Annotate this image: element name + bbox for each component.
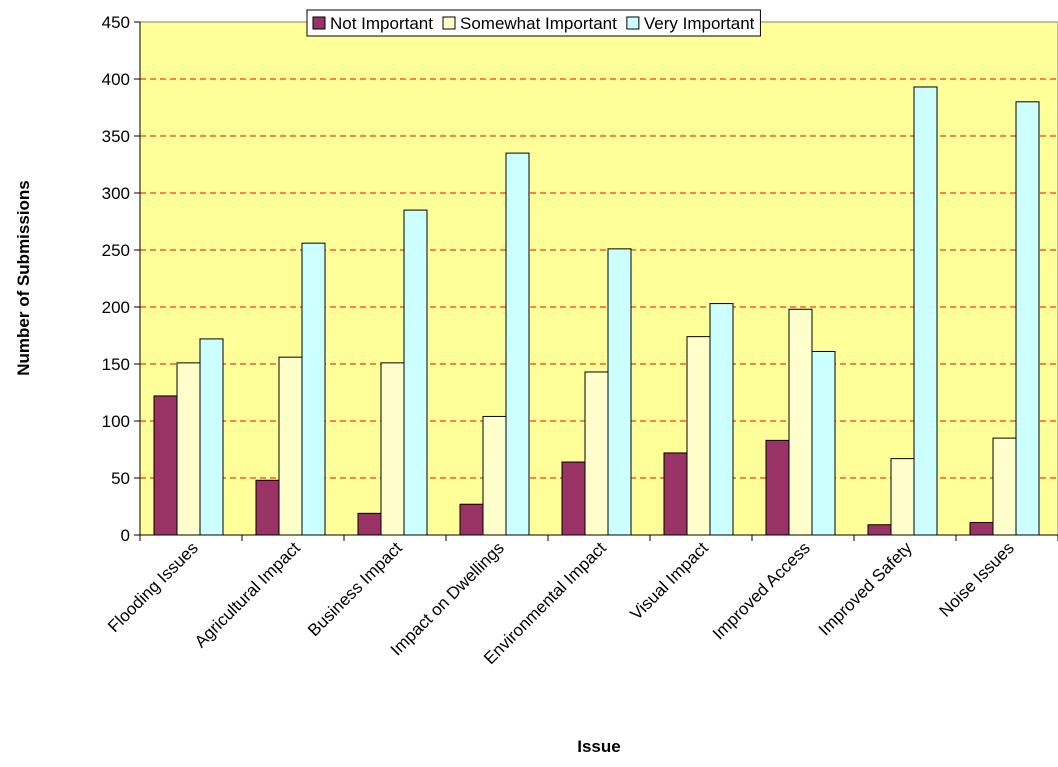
x-tick-label: Improved Access <box>709 538 814 643</box>
bar-somewhat-important <box>176 362 201 536</box>
bar-somewhat-important <box>278 356 303 536</box>
bar-very-important <box>199 338 224 536</box>
y-tick-label: 0 <box>121 526 130 545</box>
bar-somewhat-important <box>788 308 813 536</box>
x-tick-label: Business Impact <box>304 538 406 640</box>
bar-not-important <box>357 512 382 536</box>
bar-not-important <box>153 395 178 536</box>
bar-not-important <box>459 503 484 536</box>
x-tick-label: Improved Safety <box>815 538 916 639</box>
legend-swatch <box>442 16 456 30</box>
legend-label: Not Important <box>330 14 433 33</box>
bar-not-important <box>561 461 586 536</box>
y-tick-label: 200 <box>102 298 130 317</box>
bar-very-important <box>403 209 428 536</box>
x-axis-title: Issue <box>577 737 620 756</box>
y-tick-label: 100 <box>102 412 130 431</box>
y-tick-label: 350 <box>102 127 130 146</box>
bar-somewhat-important <box>890 458 915 536</box>
legend-label: Somewhat Important <box>460 14 617 33</box>
bar-not-important <box>255 479 280 536</box>
y-axis-title: Number of Submissions <box>14 180 33 376</box>
legend-swatch <box>626 16 640 30</box>
x-tick-label: Impact on Dwellings <box>387 538 508 659</box>
bar-somewhat-important <box>992 437 1017 536</box>
bar-very-important <box>709 303 734 536</box>
bar-very-important <box>607 248 632 536</box>
y-tick-label: 450 <box>102 13 130 32</box>
x-tick-label: Flooding Issues <box>104 538 202 636</box>
bar-very-important <box>913 86 938 536</box>
bar-somewhat-important <box>482 415 507 536</box>
bar-somewhat-important <box>686 336 711 536</box>
bar-very-important <box>1015 101 1040 536</box>
bar-not-important <box>663 452 688 536</box>
legend-label: Very Important <box>644 14 755 33</box>
bar-not-important <box>867 524 892 536</box>
y-tick-label: 400 <box>102 70 130 89</box>
y-tick-label: 300 <box>102 184 130 203</box>
x-tick-label: Visual Impact <box>626 538 712 624</box>
y-tick-label: 50 <box>111 469 130 488</box>
y-tick-label: 150 <box>102 355 130 374</box>
legend-box <box>306 9 761 37</box>
x-tick-label: Agricultural Impact <box>191 538 304 651</box>
bars <box>153 86 1040 536</box>
x-tick-label: Noise Issues <box>936 538 1018 620</box>
legend-swatch <box>312 16 326 30</box>
bar-very-important <box>301 242 326 536</box>
bar-very-important <box>505 152 530 536</box>
legend: Not Important Somewhat Important Very Impo… <box>306 9 761 37</box>
bar-not-important <box>969 521 994 536</box>
y-tick-label: 250 <box>102 241 130 260</box>
bar-somewhat-important <box>380 362 405 536</box>
axes <box>134 21 1058 541</box>
bar-not-important <box>765 439 790 536</box>
bar-very-important <box>811 350 836 536</box>
y-tick-labels: 0 50 100 150 200 250 300 350 400 450 <box>102 13 130 545</box>
bar-somewhat-important <box>584 371 609 536</box>
